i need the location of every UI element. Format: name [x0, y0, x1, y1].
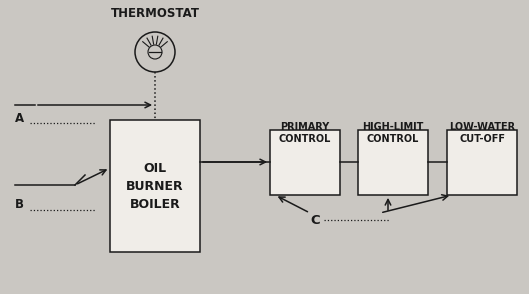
Bar [358, 130, 428, 195]
Bar [447, 130, 517, 195]
Text: C: C [310, 213, 320, 226]
Text: A: A [15, 111, 24, 124]
Text: HIGH-LIMIT
CONTROL: HIGH-LIMIT CONTROL [362, 122, 424, 144]
Bar [270, 130, 340, 195]
Text: PRIMARY
CONTROL: PRIMARY CONTROL [279, 122, 331, 144]
Text: OIL
BURNER
BOILER: OIL BURNER BOILER [126, 161, 184, 211]
Text: THERMOSTAT: THERMOSTAT [111, 6, 199, 19]
Text: B: B [15, 198, 24, 211]
Text: LOW-WATER
CUT-OFF: LOW-WATER CUT-OFF [449, 122, 515, 144]
Bar [110, 120, 200, 252]
